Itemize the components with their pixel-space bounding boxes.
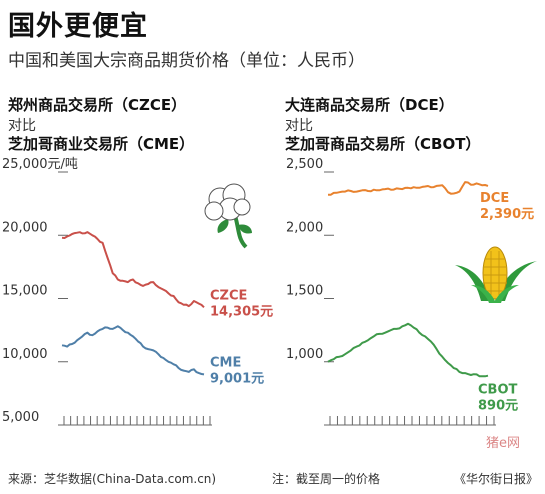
y-tick-label: 25,000元/吨 (2, 157, 78, 172)
y-tick-label: 2,500 (286, 157, 323, 172)
series-name-label: CBOT (478, 383, 518, 398)
right-exchange-bottom: 芝加哥商品交易所（CBOT） (285, 135, 481, 153)
right-exchange-top: 大连商品交易所（DCE） (285, 96, 454, 114)
series-name-label: DCE (480, 191, 509, 206)
y-tick-label: 1,500 (286, 284, 323, 299)
y-tick-label: 2,000 (286, 220, 323, 235)
left-versus: 对比 (8, 118, 36, 134)
page-title: 国外更便宜 (8, 11, 148, 42)
y-tick-label: 20,000 (2, 220, 48, 235)
watermark-text: 猪e网 (486, 436, 520, 451)
publisher-credit: 《华尔街日报》 (454, 472, 539, 486)
left-exchange-bottom: 芝加哥商业交易所（CME） (8, 135, 195, 153)
date-note: 注：截至周一的价格 (272, 472, 381, 486)
left-exchange-top: 郑州商品交易所（CZCE） (8, 96, 187, 114)
source-note: 来源：芝华数据(China-Data.com.cn) (8, 472, 217, 486)
series-name-label: CZCE (210, 288, 247, 303)
series-end-value: 14,305元 (210, 304, 273, 319)
corn-cob-icon (455, 246, 537, 303)
series-end-value: 2,390元 (480, 207, 534, 222)
cotton-boll-icon (204, 183, 252, 249)
y-tick-label: 10,000 (2, 347, 48, 362)
series-end-value: 9,001元 (210, 371, 264, 386)
right-versus: 对比 (285, 118, 313, 134)
y-tick-label: 1,000 (286, 347, 323, 362)
series-line-cme (61, 325, 205, 376)
y-tick-label: 5,000 (2, 410, 39, 425)
y-tick-label: 15,000 (2, 284, 48, 299)
czce-cme-chart: 5,000 10,000 15,000 20,000 25,000元/吨 CZCE14,3… (2, 157, 273, 426)
series-line-cbot (327, 322, 489, 378)
series-line-czce (61, 231, 205, 309)
page-subtitle: 中国和美国大宗商品期货价格（单位：人民币） (8, 51, 365, 71)
series-end-value: 890元 (478, 399, 518, 414)
series-name-label: CME (210, 355, 241, 370)
series-line-dce (327, 181, 489, 196)
